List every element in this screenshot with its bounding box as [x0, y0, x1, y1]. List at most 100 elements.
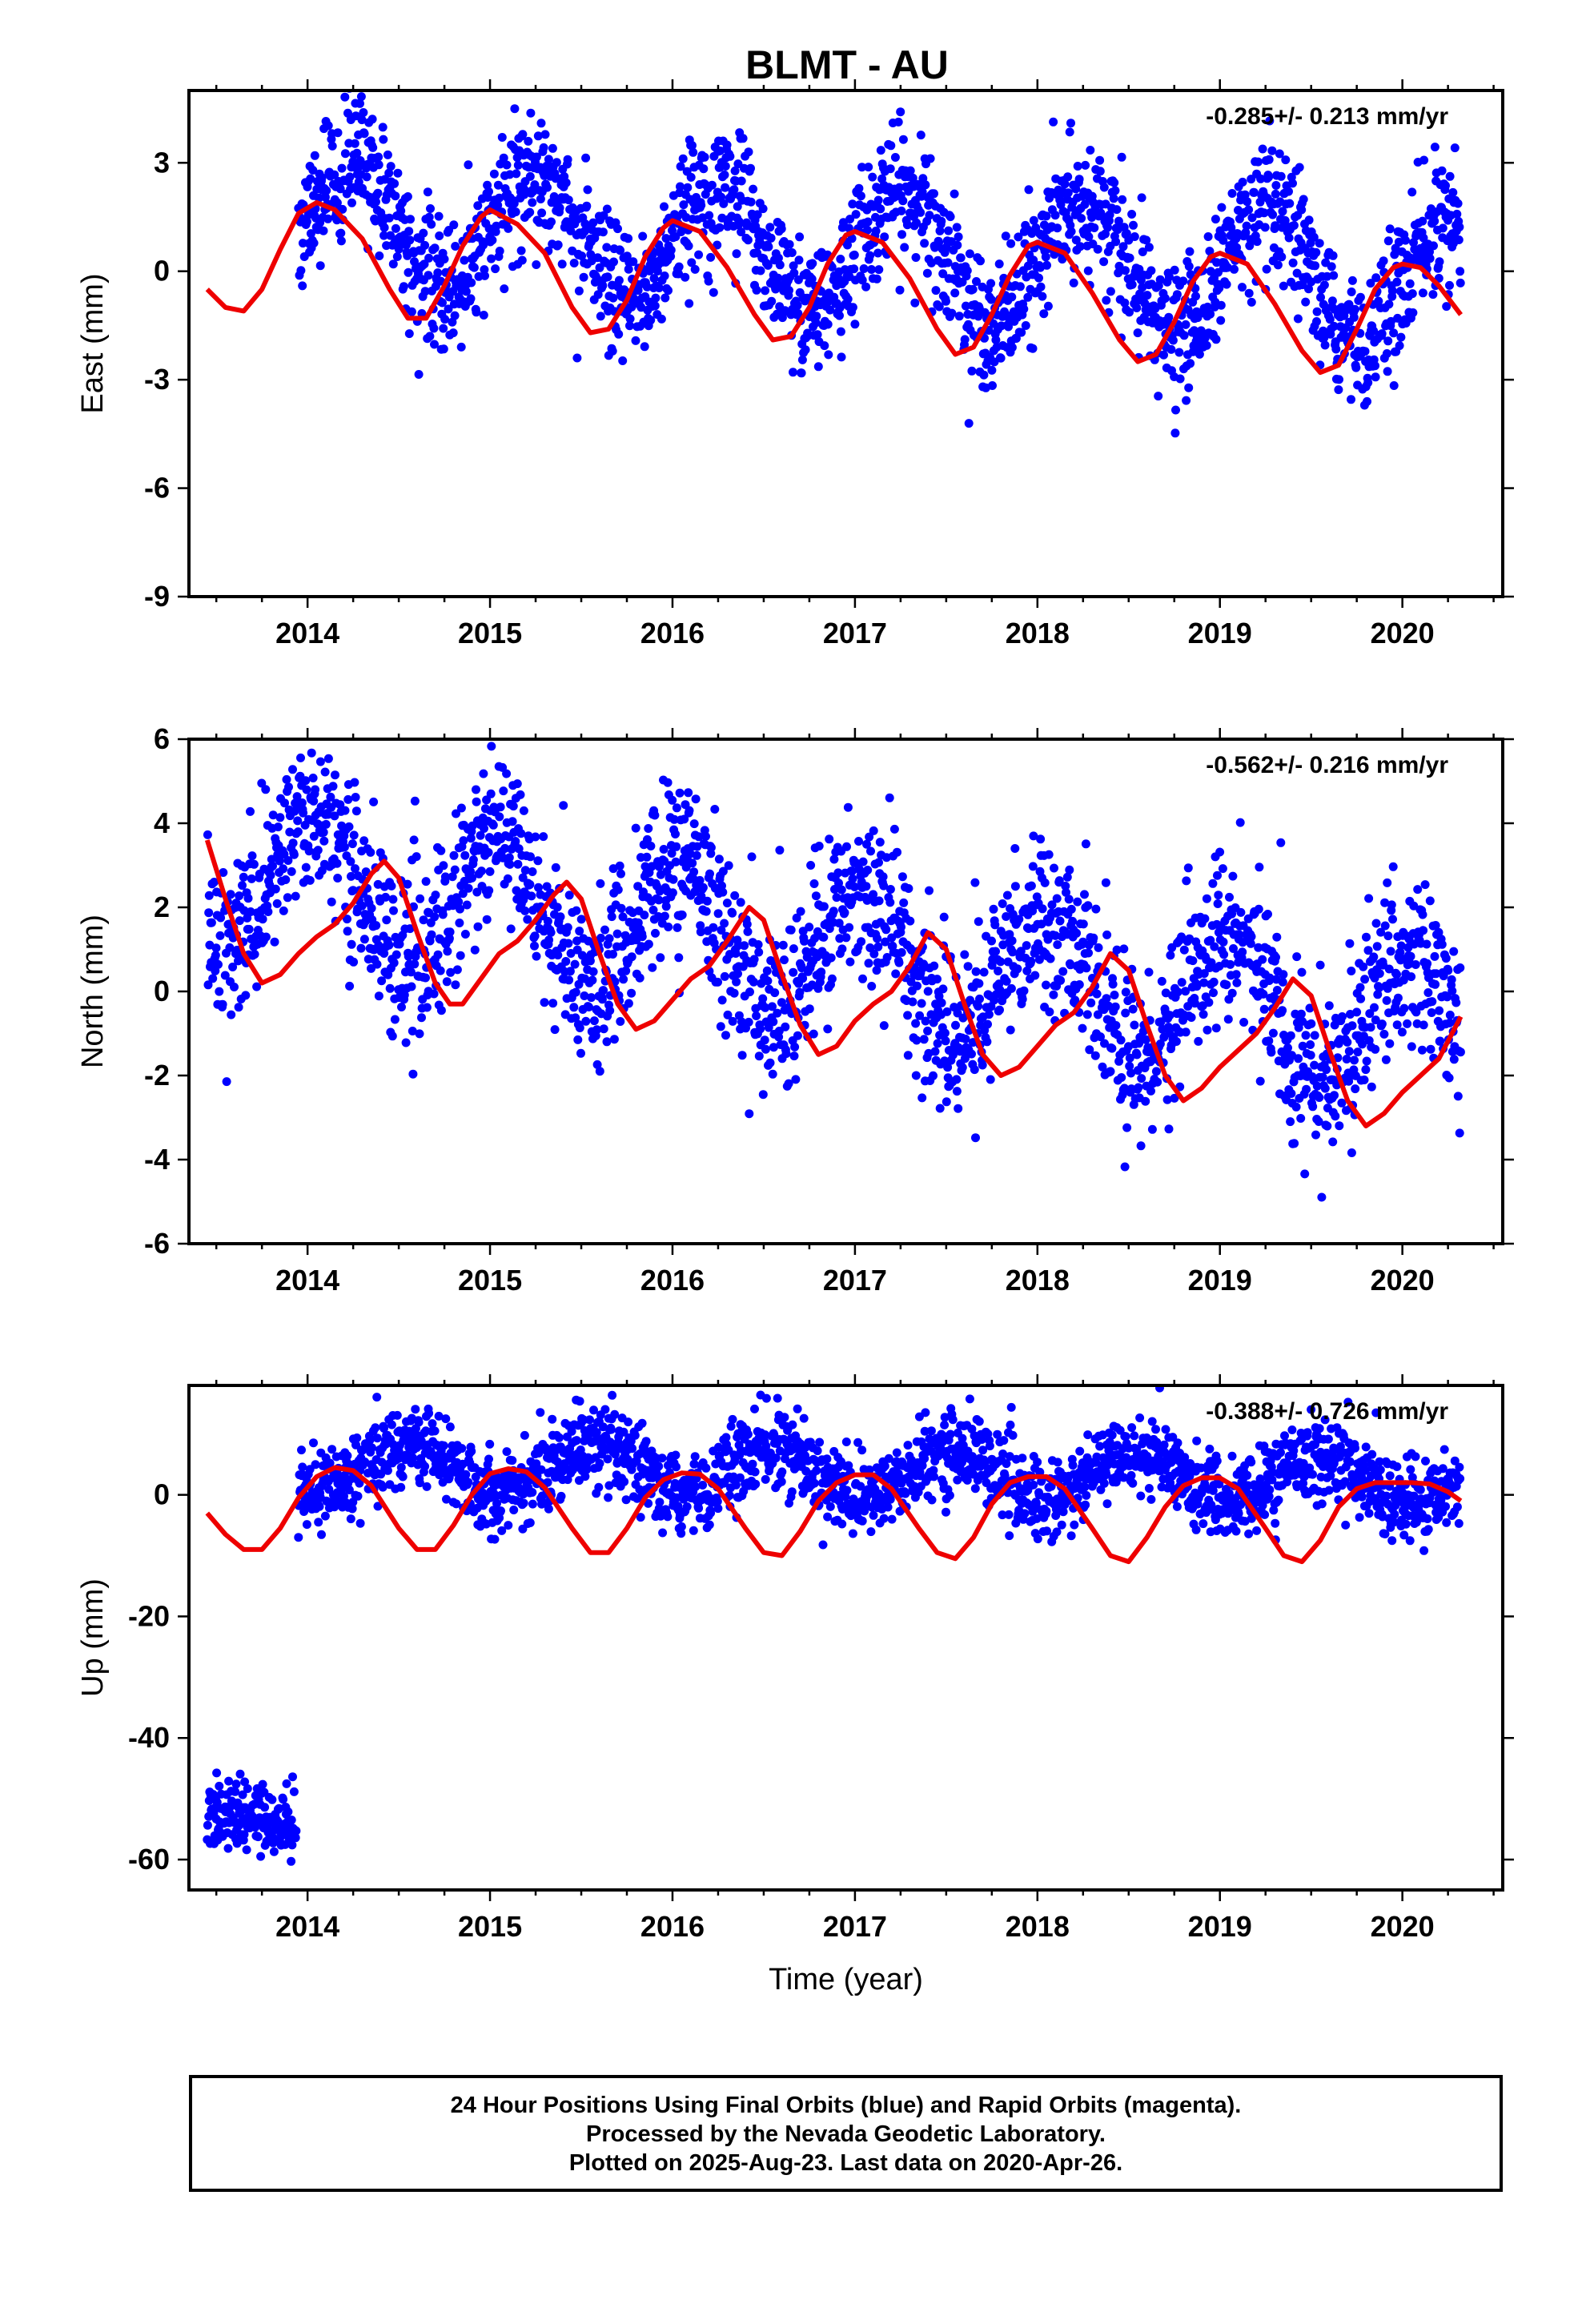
data-point — [359, 836, 369, 846]
data-point — [1383, 367, 1392, 376]
data-point — [908, 997, 917, 1007]
data-point — [1108, 979, 1118, 989]
data-point — [1227, 223, 1236, 232]
data-point — [944, 226, 954, 235]
data-point — [1209, 988, 1218, 998]
data-point — [995, 1005, 1004, 1015]
data-point — [485, 866, 495, 876]
data-point — [695, 875, 705, 885]
data-point — [817, 967, 826, 977]
data-point — [1259, 208, 1269, 218]
data-point — [659, 845, 669, 854]
data-point — [555, 203, 564, 213]
data-point — [1062, 887, 1070, 897]
data-point — [1315, 239, 1324, 248]
data-point — [424, 212, 434, 222]
data-point — [749, 184, 758, 194]
data-point — [1204, 998, 1214, 1007]
data-point — [720, 971, 729, 981]
data-point — [351, 793, 360, 802]
data-point — [232, 1839, 242, 1848]
data-point — [1049, 990, 1058, 999]
data-point — [1110, 178, 1119, 187]
data-point — [355, 99, 364, 108]
data-point — [263, 689, 271, 698]
data-point — [857, 163, 867, 172]
data-point — [1026, 881, 1036, 891]
data-point — [449, 220, 459, 230]
data-point — [572, 353, 582, 363]
data-point — [1159, 350, 1168, 360]
data-point — [1013, 964, 1022, 974]
data-point — [764, 242, 773, 251]
data-point — [414, 370, 424, 379]
data-point — [320, 192, 330, 202]
data-point — [861, 882, 871, 891]
data-point — [408, 1069, 418, 1079]
data-point — [1252, 237, 1262, 247]
data-point — [863, 217, 873, 227]
data-point — [1408, 308, 1418, 317]
data-point — [792, 913, 801, 923]
data-point — [1247, 932, 1256, 941]
data-point — [520, 866, 530, 875]
data-point — [313, 846, 323, 855]
data-point — [930, 1047, 940, 1056]
data-point — [790, 1042, 800, 1051]
data-point — [491, 264, 500, 274]
data-point — [1240, 190, 1250, 199]
data-point — [763, 976, 773, 986]
data-point — [1331, 344, 1341, 354]
data-point — [770, 988, 780, 998]
data-point — [362, 172, 371, 182]
data-point — [279, 1795, 288, 1804]
data-point — [426, 204, 435, 213]
data-point — [1387, 286, 1397, 296]
data-point — [614, 329, 624, 339]
data-point — [1064, 895, 1074, 904]
data-point — [1386, 947, 1395, 956]
data-point — [1063, 172, 1073, 182]
data-point — [213, 774, 222, 782]
data-point — [834, 919, 844, 928]
data-point — [287, 1815, 296, 1825]
data-point — [1448, 187, 1458, 197]
data-point — [1091, 904, 1101, 914]
data-point — [327, 141, 337, 151]
data-point — [1306, 1040, 1315, 1049]
data-point — [308, 166, 318, 175]
data-point — [701, 831, 710, 841]
data-point — [239, 872, 248, 882]
data-point — [289, 850, 299, 859]
data-point — [243, 1784, 252, 1793]
data-point — [729, 988, 739, 998]
x-tick-label: 2018 — [1006, 1264, 1070, 1297]
data-point — [861, 282, 871, 292]
data-point — [228, 725, 237, 734]
data-point — [1178, 276, 1188, 286]
data-point — [479, 311, 488, 320]
data-point — [744, 147, 753, 157]
data-point — [1045, 1007, 1054, 1017]
data-point — [310, 151, 319, 160]
data-point — [323, 754, 333, 763]
data-point — [1392, 970, 1401, 979]
data-point — [258, 915, 267, 924]
data-point — [1319, 333, 1329, 343]
data-point — [1083, 901, 1093, 911]
data-point — [342, 35, 351, 44]
data-point — [704, 276, 713, 286]
data-point — [1427, 997, 1437, 1007]
data-point — [473, 201, 483, 211]
data-point — [950, 189, 959, 199]
data-point — [243, 760, 252, 769]
data-point — [1320, 1084, 1330, 1093]
data-point — [287, 866, 296, 876]
data-point — [1335, 1121, 1344, 1131]
data-point — [539, 832, 548, 842]
data-point — [615, 861, 624, 870]
data-point — [261, 785, 271, 794]
data-point — [869, 949, 879, 959]
data-point — [1019, 986, 1029, 995]
data-point — [495, 812, 504, 822]
